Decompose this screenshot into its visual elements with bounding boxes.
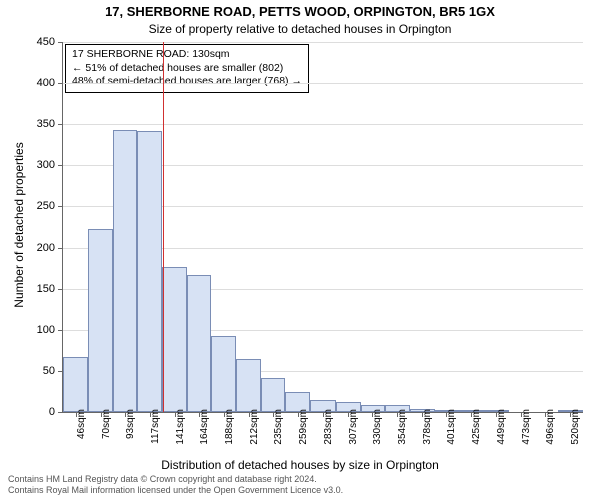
- x-tick-label: 235sqm: [273, 409, 284, 445]
- y-tick-label: 400: [37, 77, 55, 89]
- callout-line1: 17 SHERBORNE ROAD: 130sqm: [72, 48, 302, 62]
- gridline: [63, 42, 583, 43]
- x-tick-label: 283sqm: [323, 409, 334, 445]
- footer: Contains HM Land Registry data © Crown c…: [8, 474, 343, 496]
- y-tick: [58, 289, 63, 290]
- chart-subtitle: Size of property relative to detached ho…: [0, 22, 600, 36]
- x-tick-label: 117sqm: [150, 409, 161, 444]
- x-tick-label: 449sqm: [496, 409, 507, 445]
- y-tick-label: 450: [37, 36, 55, 48]
- x-tick-label: 496sqm: [545, 409, 556, 445]
- x-tick-label: 212sqm: [249, 409, 260, 445]
- y-tick-label: 50: [43, 365, 55, 377]
- x-tick-label: 354sqm: [397, 409, 408, 445]
- x-tick-label: 401sqm: [446, 409, 457, 445]
- marker-line: [163, 42, 164, 412]
- x-tick-label: 93sqm: [125, 409, 136, 439]
- y-tick: [58, 330, 63, 331]
- x-axis-label: Distribution of detached houses by size …: [0, 458, 600, 472]
- x-tick-label: 473sqm: [521, 409, 532, 445]
- y-tick-label: 350: [37, 118, 55, 130]
- y-tick-label: 100: [37, 324, 55, 336]
- histogram-bar: [162, 267, 187, 412]
- callout-line2: ← 51% of detached houses are smaller (80…: [72, 62, 302, 76]
- histogram-bar: [261, 378, 285, 412]
- plot-area: 17 SHERBORNE ROAD: 130sqm ← 51% of detac…: [62, 42, 583, 413]
- x-tick-label: 141sqm: [175, 409, 186, 445]
- y-tick-label: 150: [37, 283, 55, 295]
- x-tick-label: 70sqm: [101, 409, 112, 439]
- x-tick-label: 164sqm: [199, 409, 210, 445]
- histogram-bar: [88, 229, 113, 412]
- chart-title: 17, SHERBORNE ROAD, PETTS WOOD, ORPINGTO…: [0, 4, 600, 19]
- x-tick-label: 259sqm: [298, 409, 309, 445]
- histogram-bar: [236, 359, 261, 412]
- x-tick-label: 378sqm: [422, 409, 433, 445]
- y-tick-label: 300: [37, 159, 55, 171]
- histogram-bar: [187, 275, 211, 412]
- y-tick: [58, 124, 63, 125]
- y-tick: [58, 42, 63, 43]
- y-tick: [58, 412, 63, 413]
- gridline: [63, 124, 583, 125]
- footer-line1: Contains HM Land Registry data © Crown c…: [8, 474, 343, 485]
- y-tick: [58, 83, 63, 84]
- x-tick-label: 188sqm: [224, 409, 235, 445]
- x-tick-label: 46sqm: [76, 409, 87, 439]
- y-tick: [58, 248, 63, 249]
- histogram-bar: [63, 357, 88, 412]
- y-axis-label: Number of detached properties: [12, 142, 26, 307]
- y-tick: [58, 165, 63, 166]
- x-tick-label: 520sqm: [570, 409, 581, 445]
- y-tick-label: 200: [37, 242, 55, 254]
- histogram-bar: [113, 130, 137, 412]
- x-tick-label: 425sqm: [471, 409, 482, 445]
- histogram-bar: [211, 336, 236, 412]
- y-tick-label: 0: [49, 406, 55, 418]
- y-tick-label: 250: [37, 200, 55, 212]
- y-tick: [58, 206, 63, 207]
- callout-line3: 48% of semi-detached houses are larger (…: [72, 75, 302, 89]
- histogram-bar: [137, 131, 162, 412]
- footer-line2: Contains Royal Mail information licensed…: [8, 485, 343, 496]
- x-tick-label: 330sqm: [372, 409, 383, 445]
- x-tick-label: 307sqm: [348, 409, 359, 445]
- chart-container: 17, SHERBORNE ROAD, PETTS WOOD, ORPINGTO…: [0, 0, 600, 500]
- gridline: [63, 83, 583, 84]
- callout-box: 17 SHERBORNE ROAD: 130sqm ← 51% of detac…: [65, 44, 309, 93]
